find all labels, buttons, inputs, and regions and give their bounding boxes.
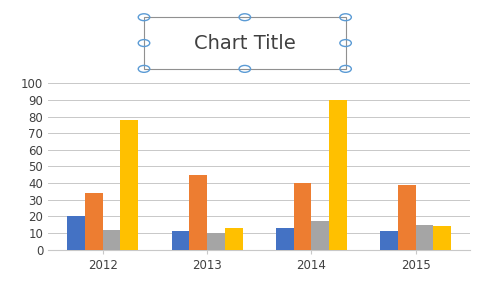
Bar <box>380 231 398 250</box>
Bar <box>207 233 225 250</box>
Bar <box>416 225 433 250</box>
Bar <box>85 193 103 250</box>
Bar <box>312 221 329 250</box>
Bar <box>433 226 451 250</box>
Bar <box>189 175 207 250</box>
Bar <box>67 216 85 250</box>
Text: Chart Title: Chart Title <box>194 34 296 53</box>
Bar <box>120 120 138 250</box>
Bar <box>294 183 312 250</box>
Bar <box>398 185 416 250</box>
Bar <box>103 230 120 250</box>
Bar <box>171 231 189 250</box>
Bar <box>225 228 242 250</box>
Bar <box>276 228 294 250</box>
Bar <box>329 100 347 250</box>
